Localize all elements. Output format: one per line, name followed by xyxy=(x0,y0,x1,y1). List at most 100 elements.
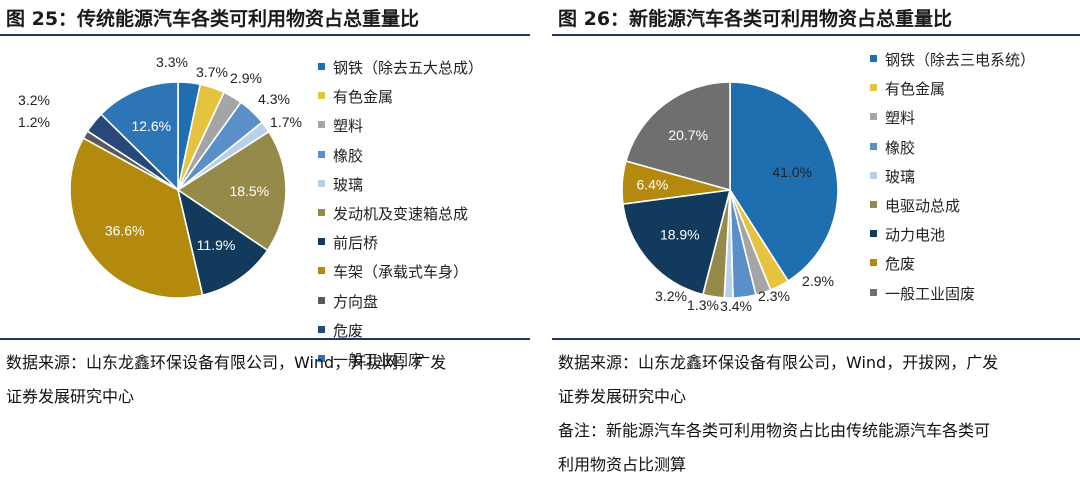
title-rule xyxy=(0,34,530,36)
legend-swatch xyxy=(870,171,877,179)
pie-slice xyxy=(99,81,179,192)
legend-item: 有色金属 xyxy=(318,83,483,112)
remark-line: 备注：新能源汽车各类可利用物资占比由传统能源汽车各类可 xyxy=(558,421,991,440)
legend-item: 钢铁（除去五大总成） xyxy=(318,54,483,83)
legend-swatch xyxy=(318,208,325,216)
legend-swatch xyxy=(870,288,877,296)
legend-swatch xyxy=(318,296,325,304)
legend-swatch xyxy=(318,150,325,158)
legend-label: 发动机及变速箱总成 xyxy=(333,204,469,223)
legend-item: 车架（承载式车身） xyxy=(318,258,483,287)
legend-label: 塑料 xyxy=(333,117,364,136)
legend-item: 有色金属 xyxy=(870,75,1035,104)
legend-swatch xyxy=(870,230,877,238)
remark-line: 利用物资占比测算 xyxy=(558,455,687,474)
legend-item: 玻璃 xyxy=(870,163,1035,192)
data-label: 36.6% xyxy=(105,223,145,239)
legend-label: 玻璃 xyxy=(333,175,364,194)
legend-item: 塑料 xyxy=(318,112,483,141)
pie-slice xyxy=(622,189,732,296)
legend-label: 钢铁（除去三电系统） xyxy=(885,51,1036,69)
legend-item: 一般工业固废 xyxy=(318,346,483,375)
data-label: 3.3% xyxy=(156,54,188,70)
legend-label: 橡胶 xyxy=(885,138,916,157)
data-label: 41.0% xyxy=(772,164,812,180)
legend-item: 玻璃 xyxy=(318,171,483,200)
legend-swatch xyxy=(870,113,877,121)
legend-label: 车架（承载式车身） xyxy=(333,263,469,282)
legend-label: 橡胶 xyxy=(333,146,364,165)
pie-slice xyxy=(176,188,269,297)
legend-label: 钢铁（除去五大总成） xyxy=(333,59,484,77)
legend-swatch xyxy=(870,200,877,208)
legend-item: 发动机及变速箱总成 xyxy=(318,200,483,229)
data-label: 3.4% xyxy=(720,298,752,314)
legend-item: 前后桥 xyxy=(318,229,483,258)
legend-item: 电驱动总成 xyxy=(870,192,1035,221)
data-label: 20.7% xyxy=(668,127,708,143)
legend: 钢铁（除去五大总成） 有色金属塑料橡胶玻璃发动机及变速箱总成 前后桥车架（承载式车身… xyxy=(318,54,483,375)
legend-label: 塑料 xyxy=(885,109,916,128)
pie-chart-new-energy: 41.0% 2.9% 2.3% 3.4%1.3%3.2% 18.9% 6.4% 20.7% xyxy=(621,81,839,314)
legend-item: 塑料 xyxy=(870,104,1035,133)
source-line: 数据来源：山东龙鑫环保设备有限公司，Wind，开拔网，广发 xyxy=(6,353,447,372)
source-rule xyxy=(552,338,1080,340)
pie-slice xyxy=(624,81,731,192)
legend-label: 有色金属 xyxy=(333,88,394,107)
legend-label: 电驱动总成 xyxy=(885,196,961,215)
chart-title: 图 25：传统能源汽车各类可利用物资占总重量比 xyxy=(6,8,420,30)
source-line: 证券发展研究中心 xyxy=(6,387,135,406)
data-label: 18.5% xyxy=(229,183,269,199)
legend-label: 动力电池 xyxy=(885,226,946,245)
legend-item: 橡胶 xyxy=(870,134,1035,163)
legend-label: 玻璃 xyxy=(885,167,916,186)
data-label: 2.3% xyxy=(758,288,790,304)
legend-item: 危废 xyxy=(318,317,483,346)
legend-swatch xyxy=(318,354,325,362)
legend-swatch xyxy=(318,63,325,70)
source-rule xyxy=(0,338,530,340)
legend-item: 一般工业固废 xyxy=(870,280,1035,309)
legend-label: 方向盘 xyxy=(333,292,379,311)
legend-label: 危废 xyxy=(885,255,916,274)
legend-swatch xyxy=(318,238,325,246)
pie-slice xyxy=(176,130,287,252)
data-label: 12.6% xyxy=(131,118,171,134)
data-label: 2.9% xyxy=(230,70,262,86)
data-label: 3.2% xyxy=(18,92,50,108)
pie-chart-traditional: 3.3% 3.7% 2.9% 4.3% 1.7% 18.5% 11.9% 36.6% 1.2% 3… xyxy=(18,54,302,299)
data-label: 18.9% xyxy=(660,226,700,242)
legend-item: 橡胶 xyxy=(318,142,483,171)
legend-swatch xyxy=(318,267,325,275)
legend: 钢铁（除去三电系统） 有色金属塑料橡胶玻璃电驱动总成动力电池危废一般工业固废 xyxy=(870,46,1035,309)
data-label: 3.7% xyxy=(196,64,228,80)
legend-item: 危废 xyxy=(870,250,1035,279)
legend-item: 钢铁（除去三电系统） xyxy=(870,46,1035,75)
data-label: 1.2% xyxy=(18,114,50,130)
chart-title: 图 26：新能源汽车各类可利用物资占总重量比 xyxy=(558,8,953,30)
legend-label: 前后桥 xyxy=(333,234,379,253)
legend-swatch xyxy=(870,142,877,150)
data-label: 3.2% xyxy=(655,288,687,304)
legend-swatch xyxy=(318,325,325,333)
legend-swatch xyxy=(870,84,877,92)
data-label: 11.9% xyxy=(197,237,236,253)
pie-slice xyxy=(69,136,204,299)
legend-swatch xyxy=(870,259,877,267)
data-label: 4.3% xyxy=(258,91,290,107)
source-line: 数据来源：山东龙鑫环保设备有限公司，Wind，开拔网，广发 xyxy=(558,353,999,372)
data-label: 1.3% xyxy=(687,297,719,313)
title-rule xyxy=(552,34,1080,36)
legend-label: 一般工业固废 xyxy=(885,284,976,303)
legend-swatch xyxy=(318,179,325,187)
legend-swatch xyxy=(318,92,325,100)
legend-label: 一般工业固废 xyxy=(333,350,424,369)
legend-swatch xyxy=(870,55,877,62)
legend-label: 危废 xyxy=(333,321,364,340)
source-line: 证券发展研究中心 xyxy=(558,387,687,406)
data-label: 1.7% xyxy=(270,114,302,130)
legend-swatch xyxy=(318,121,325,129)
data-label: 2.9% xyxy=(802,273,834,289)
data-label: 6.4% xyxy=(636,177,668,193)
legend-label: 有色金属 xyxy=(885,80,946,99)
